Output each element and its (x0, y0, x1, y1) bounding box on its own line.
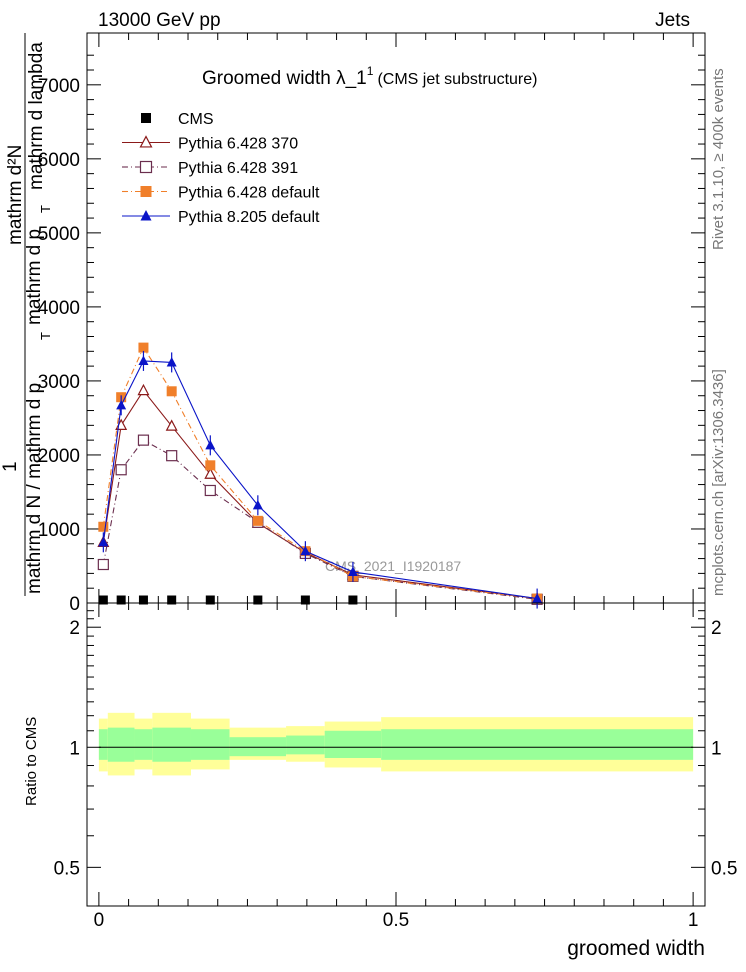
data-point (253, 516, 263, 526)
title-superscript: 1 (367, 64, 374, 78)
legend: CMS Pythia 6.428 370 Pythia 6.428 391 Pythi… (122, 111, 320, 226)
data-point (205, 460, 215, 470)
data-point (138, 356, 148, 365)
side-source-info: mcplots.cern.ch [arXiv:1306.3436] (710, 369, 727, 596)
ratio-y-tick-label: 2 (69, 618, 80, 639)
data-point (98, 537, 108, 546)
ratio-green-band (152, 728, 191, 762)
ratio-green-band (191, 729, 230, 760)
legend-label: CMS (178, 111, 214, 128)
x-axis-label: groomed width (567, 937, 705, 960)
main-series-layer (98, 343, 542, 609)
ratio-green-band (325, 731, 381, 758)
series-line (103, 440, 537, 599)
legend-marker (141, 137, 152, 147)
data-point (138, 435, 148, 445)
data-point (116, 465, 126, 475)
side-generator-info: Rivet 3.1.10, ≥ 400k events (710, 68, 727, 250)
legend-label: Pythia 8.205 default (178, 209, 320, 226)
legend-label: Pythia 6.428 default (178, 185, 320, 202)
series-line (103, 361, 537, 599)
series-3 (98, 343, 542, 604)
title-suffix: (CMS jet substructure) (377, 71, 537, 88)
main-y-tick-label: 0 (69, 594, 80, 615)
header-process: Jets (655, 10, 690, 31)
legend-marker (141, 186, 152, 197)
x-tick-label: 0 (94, 910, 105, 931)
series-line (103, 391, 537, 599)
legend-label: Pythia 6.428 391 (178, 160, 298, 177)
title-text: Groomed width λ_1 (202, 68, 367, 89)
ratio-green-band (286, 736, 325, 755)
ratio-green-band (381, 729, 693, 760)
data-point (98, 522, 108, 532)
legend-marker (141, 210, 152, 220)
data-point (98, 560, 108, 570)
header-energy: 13000 GeV pp (98, 10, 221, 31)
main-title: Groomed width λ_11 (CMS jet substructure) (202, 64, 537, 89)
series-line (103, 348, 537, 599)
ratio-y-tick-label: 0.5 (54, 858, 80, 879)
series-2 (98, 435, 542, 604)
ratio-green-band (230, 737, 286, 756)
ratio-y-tick-label-right: 2 (711, 618, 722, 639)
data-point (205, 440, 215, 449)
legend-label: Pythia 6.428 370 (178, 136, 298, 153)
legend-marker (141, 113, 151, 123)
ratio-bands (99, 713, 693, 776)
data-point (167, 451, 177, 461)
ratio-green-band (135, 729, 153, 760)
ratio-y-tick-label-right: 1 (711, 738, 722, 759)
series-1 (98, 385, 542, 602)
ratio-y-tick-label: 1 (69, 738, 80, 759)
ratio-y-label: Ratio to CMS (23, 717, 40, 806)
data-point (167, 386, 177, 396)
ratio-green-band (108, 728, 135, 762)
data-point (138, 385, 148, 394)
ratio-y-tick-label-right: 0.5 (711, 858, 737, 879)
series-4 (98, 351, 542, 609)
data-point (205, 485, 215, 495)
ratio-green-band (99, 729, 108, 760)
x-tick-label: 0.5 (383, 910, 409, 931)
x-tick-label: 1 (688, 910, 699, 931)
legend-marker (141, 162, 152, 173)
